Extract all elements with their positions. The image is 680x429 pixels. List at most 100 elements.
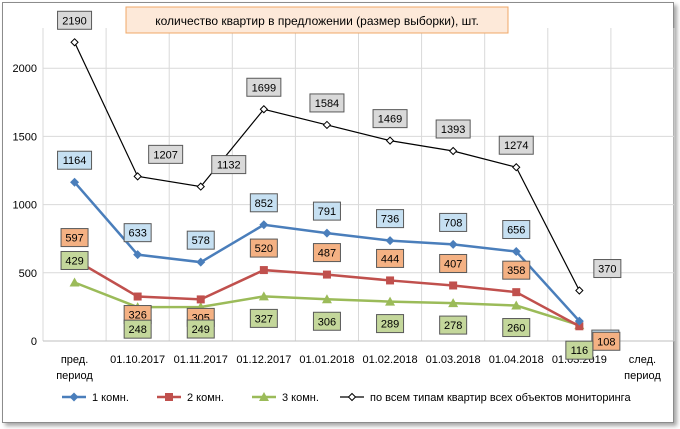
data-label-box [186, 319, 215, 339]
data-label-box [502, 260, 531, 280]
data-label: 708 [444, 217, 462, 229]
y-tick-label: 1500 [13, 131, 37, 143]
data-point [575, 286, 584, 295]
data-label-box [312, 201, 341, 221]
data-label-box [249, 238, 278, 258]
chart-title: количество квартир в предложении (размер… [155, 14, 479, 28]
data-point [196, 257, 206, 267]
data-label: 1393 [441, 124, 465, 136]
data-point [322, 270, 331, 279]
data-point [133, 172, 142, 181]
x-tick-label: след. период [624, 354, 661, 382]
data-label-box [123, 319, 152, 339]
data-point [259, 105, 269, 114]
y-tick-label: 1000 [13, 200, 37, 212]
data-label-box [439, 253, 468, 273]
data-point [258, 291, 269, 301]
data-label: 1132 [217, 160, 241, 172]
data-point [259, 220, 269, 230]
data-point [133, 292, 142, 301]
data-label: 116 [571, 345, 589, 357]
x-tick-label: 01.01.2018 [299, 354, 354, 366]
data-point [321, 294, 332, 304]
data-point [259, 266, 268, 275]
data-label-box [439, 315, 468, 335]
data-label: 429 [65, 255, 83, 267]
data-point [448, 239, 458, 249]
data-label: 306 [318, 316, 336, 328]
data-label-box [593, 259, 622, 279]
data-point [70, 38, 79, 47]
data-label-box [57, 10, 93, 30]
x-tick-label: 01.10.2017 [110, 354, 165, 366]
data-point [385, 136, 395, 145]
legend-label: 3 комн. [282, 392, 319, 404]
legend-marker [259, 392, 269, 401]
data-label-box [502, 318, 531, 338]
data-point [196, 182, 205, 191]
data-label: 597 [65, 233, 83, 245]
data-label-box [376, 209, 405, 229]
data-label: 249 [192, 324, 210, 336]
data-label: 1584 [315, 98, 339, 110]
data-point [512, 163, 521, 172]
data-label-box [148, 144, 184, 164]
data-label: 326 [128, 310, 146, 322]
x-tick-label: 01.04.2018 [489, 354, 544, 366]
data-label: 633 [128, 228, 146, 240]
data-label: 791 [318, 206, 336, 218]
data-label: 407 [444, 258, 462, 270]
data-label-box [439, 212, 468, 232]
data-point [574, 316, 584, 326]
data-label: 358 [507, 265, 525, 277]
data-label-box [376, 314, 405, 334]
data-label-box [249, 193, 278, 213]
data-point [322, 228, 332, 238]
data-point [385, 236, 395, 246]
legend-marker [165, 393, 173, 401]
data-label: 278 [444, 320, 462, 332]
data-label: 736 [381, 214, 399, 226]
data-point [385, 296, 396, 306]
data-point [448, 298, 459, 308]
data-label: 370 [598, 264, 616, 276]
data-label-box [309, 93, 345, 113]
legend-marker [347, 392, 357, 402]
data-label: 520 [255, 243, 273, 255]
data-label-box [312, 243, 341, 263]
data-point [69, 277, 80, 287]
data-point [322, 120, 332, 130]
data-label-box [60, 250, 89, 270]
data-point [511, 300, 522, 310]
data-point [575, 322, 584, 331]
data-label: 327 [255, 313, 273, 325]
data-label-box [186, 230, 215, 250]
x-tick-label: 01.12.2017 [236, 354, 291, 366]
data-label-box [312, 311, 341, 331]
data-label: 578 [192, 235, 210, 247]
legend-label: по всем типам квартир всех объектов мони… [370, 392, 631, 404]
data-label: 248 [128, 324, 146, 336]
y-tick-label: 2000 [13, 63, 37, 75]
data-point [511, 247, 521, 257]
data-label-box [211, 155, 247, 175]
data-point [449, 281, 458, 290]
x-tick-label: пред. период [56, 354, 93, 382]
data-label-box [565, 340, 594, 360]
data-label: 1469 [378, 114, 402, 126]
data-label: 487 [318, 248, 336, 260]
data-label: 260 [507, 323, 525, 335]
data-point [386, 276, 395, 285]
data-label-box [376, 248, 405, 268]
data-label: 852 [255, 198, 273, 210]
y-tick-label: 500 [19, 268, 37, 280]
data-label: 108 [597, 336, 615, 348]
data-label: 1699 [252, 82, 276, 94]
data-label-box [435, 119, 471, 139]
x-tick-label: 01.03.2018 [426, 354, 481, 366]
data-label-box [502, 220, 531, 240]
data-label: 1274 [504, 140, 528, 152]
chart-title-box [125, 6, 509, 34]
data-label-box [249, 308, 278, 328]
